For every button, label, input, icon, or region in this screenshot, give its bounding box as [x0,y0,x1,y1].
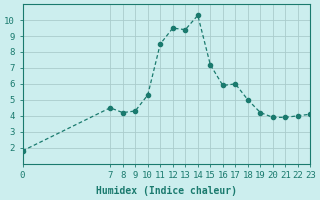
X-axis label: Humidex (Indice chaleur): Humidex (Indice chaleur) [96,186,237,196]
